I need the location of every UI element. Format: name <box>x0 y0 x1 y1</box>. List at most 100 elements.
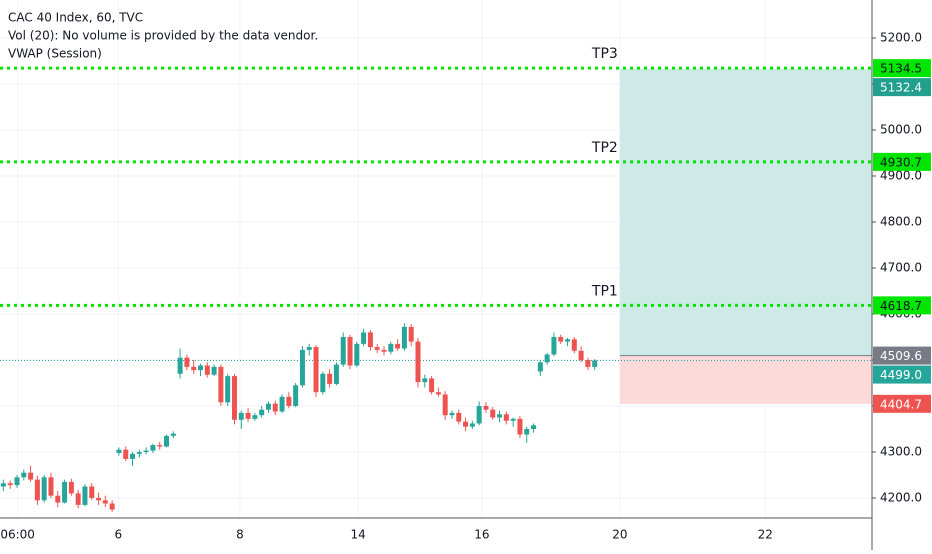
candle-body <box>313 347 319 393</box>
candle-body <box>503 414 509 421</box>
candle-body <box>150 445 156 451</box>
price-label-box <box>873 296 931 315</box>
candle-body <box>184 357 190 367</box>
target-level-name: TP2 <box>591 140 618 156</box>
candle-body <box>116 449 122 453</box>
candle-body <box>197 365 203 371</box>
price-label-box <box>873 346 931 365</box>
candle-body <box>157 445 163 447</box>
price-label: 5134.5 <box>880 62 922 76</box>
y-tick-label: 5200.0 <box>880 30 922 44</box>
target-level-name: TP1 <box>591 283 618 299</box>
candle-body <box>123 449 129 459</box>
candle-body <box>388 343 394 352</box>
candle-body <box>565 339 571 342</box>
candle-body <box>367 332 373 348</box>
candle-body <box>354 343 360 366</box>
candle-body <box>218 366 224 403</box>
candle-body <box>537 362 543 372</box>
candle-body <box>55 495 61 503</box>
candle-body <box>320 373 326 393</box>
y-tick-label: 4800.0 <box>880 214 922 228</box>
price-label-box <box>873 365 931 384</box>
candle-body <box>558 336 564 342</box>
candle-body <box>177 357 183 374</box>
candle-body <box>143 450 149 452</box>
candle-body <box>592 360 598 367</box>
candle-body <box>401 326 407 349</box>
candle-body <box>578 350 584 360</box>
candle-body <box>68 481 74 494</box>
candle-body <box>306 347 312 350</box>
indicator-label: Vol (20): No volume is provided by the d… <box>8 29 318 43</box>
candle-body <box>245 412 251 419</box>
candle-body <box>333 364 339 384</box>
candle-body <box>259 409 265 416</box>
y-tick-label: 4200.0 <box>880 490 922 504</box>
candle-body <box>422 378 428 383</box>
candle-body <box>415 341 421 383</box>
candle-body <box>14 477 20 486</box>
candle-body <box>293 385 299 406</box>
price-label-box <box>873 78 931 97</box>
candle-body <box>429 378 435 393</box>
candle-body <box>456 412 462 422</box>
candle-body <box>497 414 503 418</box>
candle-body <box>286 396 292 406</box>
candle-body <box>395 343 401 349</box>
price-label: 4618.7 <box>880 299 922 313</box>
x-tick-label: 6 <box>114 528 122 542</box>
candle-body <box>225 376 231 403</box>
candle-body <box>435 392 441 395</box>
candle-body <box>299 349 305 386</box>
candle-body <box>442 394 448 416</box>
candle-body <box>279 396 285 412</box>
price-label: 4404.7 <box>880 397 922 411</box>
x-tick-label: 20 <box>612 528 627 542</box>
candle-body <box>34 479 40 501</box>
candle-body <box>531 425 537 429</box>
indicator-label: VWAP (Session) <box>8 47 102 61</box>
candle-body <box>517 418 523 435</box>
candle-body <box>544 354 550 363</box>
candle-body <box>170 433 176 436</box>
profit-zone <box>619 69 872 356</box>
candle-body <box>164 435 170 447</box>
candle-body <box>0 483 6 487</box>
candle-body <box>490 409 496 418</box>
price-label: 4509.6 <box>880 349 922 363</box>
candle-body <box>463 421 469 427</box>
x-tick-label: 22 <box>758 528 773 542</box>
x-tick-label: 14 <box>351 528 366 542</box>
candle-body <box>21 472 27 478</box>
candle-body <box>469 423 475 427</box>
candle-body <box>136 451 142 454</box>
candle-body <box>191 366 197 371</box>
candle-body <box>381 349 387 352</box>
plot-area <box>0 0 872 518</box>
price-label: 4930.7 <box>880 155 922 169</box>
chart-title: CAC 40 Index, 60, TVC <box>8 11 143 25</box>
price-label-box <box>873 394 931 413</box>
price-label-box <box>873 59 931 78</box>
candle-body <box>361 332 367 344</box>
candle-body <box>483 405 489 410</box>
candle-body <box>449 412 455 416</box>
x-tick-label: 8 <box>236 528 244 542</box>
candle-body <box>476 405 482 424</box>
candle-body <box>252 415 258 419</box>
candle-body <box>62 481 68 503</box>
candle-body <box>109 503 115 510</box>
candle-body <box>551 336 557 355</box>
candle-body <box>408 326 414 342</box>
candle-body <box>238 412 244 420</box>
candle-body <box>204 365 210 375</box>
price-label: 5132.4 <box>880 81 922 95</box>
candle-body <box>211 366 217 375</box>
candle-body <box>41 477 47 501</box>
candle-body <box>96 497 102 501</box>
target-level-name: TP3 <box>591 46 618 62</box>
candle-body <box>231 376 237 420</box>
